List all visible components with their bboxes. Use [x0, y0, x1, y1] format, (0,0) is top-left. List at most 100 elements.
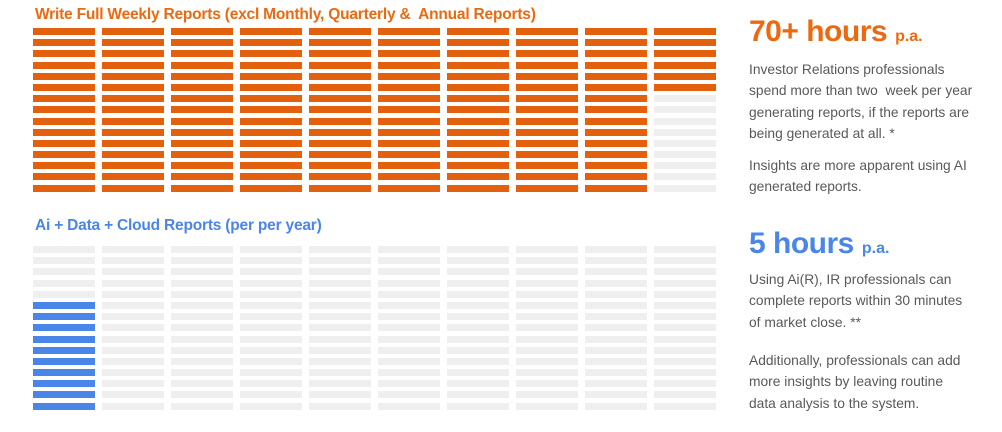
waffle-cell-empty: [171, 279, 233, 287]
waffle-cell-empty: [309, 301, 371, 309]
waffle-cell-empty: [240, 346, 302, 354]
waffle-cell-filled: [240, 50, 302, 58]
waffle-cell-empty: [240, 313, 302, 321]
waffle-cell-empty: [102, 301, 164, 309]
waffle-cell-filled: [102, 139, 164, 147]
waffle-column: [171, 246, 233, 410]
waffle-cell-filled: [378, 72, 440, 80]
waffle-cell-filled: [33, 95, 95, 103]
waffle-cell-filled: [33, 173, 95, 181]
waffle-cell-empty: [309, 369, 371, 377]
waffle-cell-filled: [33, 313, 95, 321]
waffle-cell-filled: [171, 39, 233, 47]
waffle-cell-empty: [654, 279, 716, 287]
waffle-cell-filled: [585, 50, 647, 58]
waffle-cell-filled: [240, 139, 302, 147]
waffle-cell-empty: [378, 268, 440, 276]
waffle-cell-empty: [378, 279, 440, 287]
waffle-cell-filled: [516, 95, 578, 103]
waffle-cell-filled: [309, 173, 371, 181]
waffle-cell-empty: [516, 357, 578, 365]
waffle-cell-empty: [171, 268, 233, 276]
waffle-cell-filled: [447, 83, 509, 91]
waffle-cell-filled: [102, 50, 164, 58]
waffle-cell-empty: [240, 335, 302, 343]
waffle-cell-filled: [585, 83, 647, 91]
waffle-cell-empty: [654, 324, 716, 332]
waffle-cell-filled: [171, 128, 233, 136]
waffle-cell-filled: [378, 128, 440, 136]
waffle-cell-filled: [102, 151, 164, 159]
waffle-cell-empty: [102, 369, 164, 377]
waffle-cell-filled: [171, 61, 233, 69]
waffle-cell-filled: [171, 173, 233, 181]
weekly-reports-waffle-chart: [33, 28, 716, 192]
waffle-cell-empty: [447, 335, 509, 343]
waffle-cell-empty: [654, 346, 716, 354]
waffle-cell-filled: [240, 106, 302, 114]
waffle-cell-empty: [378, 357, 440, 365]
waffle-column: [33, 28, 95, 192]
waffle-cell-filled: [240, 61, 302, 69]
waffle-cell-empty: [447, 246, 509, 253]
waffle-cell-empty: [171, 290, 233, 298]
waffle-cell-empty: [654, 357, 716, 365]
waffle-cell-filled: [33, 61, 95, 69]
waffle-cell-filled: [516, 139, 578, 147]
waffle-cell-filled: [240, 173, 302, 181]
waffle-cell-filled: [378, 95, 440, 103]
waffle-cell-filled: [102, 28, 164, 35]
waffle-cell-filled: [171, 50, 233, 58]
waffle-cell-empty: [654, 106, 716, 114]
weekly-reports-title: Write Full Weekly Reports (excl Monthly,…: [35, 6, 536, 23]
waffle-cell-filled: [33, 50, 95, 58]
waffle-cell-filled: [33, 28, 95, 35]
waffle-cell-empty: [378, 391, 440, 399]
ai-reports-title: Ai + Data + Cloud Reports (per per year): [35, 217, 322, 234]
waffle-cell-empty: [102, 279, 164, 287]
waffle-cell-empty: [33, 257, 95, 265]
waffle-cell-filled: [171, 83, 233, 91]
waffle-cell-empty: [585, 391, 647, 399]
waffle-cell-filled: [309, 28, 371, 35]
waffle-cell-filled: [309, 139, 371, 147]
waffle-cell-empty: [654, 301, 716, 309]
waffle-cell-filled: [309, 162, 371, 170]
waffle-cell-empty: [516, 335, 578, 343]
waffle-cell-empty: [102, 391, 164, 399]
waffle-cell-empty: [378, 257, 440, 265]
waffle-cell-filled: [447, 128, 509, 136]
waffle-cell-filled: [516, 173, 578, 181]
waffle-cell-empty: [240, 268, 302, 276]
waffle-cell-filled: [33, 162, 95, 170]
waffle-cell-empty: [654, 246, 716, 253]
waffle-cell-empty: [447, 380, 509, 388]
waffle-cell-filled: [585, 28, 647, 35]
waffle-cell-filled: [102, 72, 164, 80]
waffle-cell-filled: [447, 151, 509, 159]
waffle-cell-empty: [102, 268, 164, 276]
waffle-cell-empty: [654, 139, 716, 147]
waffle-cell-empty: [654, 268, 716, 276]
waffle-cell-filled: [33, 117, 95, 125]
waffle-cell-filled: [309, 151, 371, 159]
waffle-cell-empty: [654, 128, 716, 136]
waffle-cell-filled: [102, 173, 164, 181]
waffle-cell-empty: [654, 95, 716, 103]
waffle-column: [585, 28, 647, 192]
waffle-cell-empty: [447, 268, 509, 276]
waffle-cell-filled: [240, 95, 302, 103]
waffle-cell-filled: [33, 139, 95, 147]
waffle-cell-empty: [516, 402, 578, 410]
waffle-cell-empty: [654, 162, 716, 170]
ai-hours-stat-value: 5 hours: [749, 227, 854, 260]
waffle-cell-filled: [516, 117, 578, 125]
waffle-column: [447, 28, 509, 192]
waffle-cell-empty: [171, 391, 233, 399]
waffle-cell-empty: [240, 391, 302, 399]
waffle-cell-empty: [309, 290, 371, 298]
waffle-cell-empty: [240, 357, 302, 365]
waffle-cell-filled: [171, 184, 233, 192]
waffle-cell-filled: [171, 95, 233, 103]
waffle-cell-empty: [654, 313, 716, 321]
